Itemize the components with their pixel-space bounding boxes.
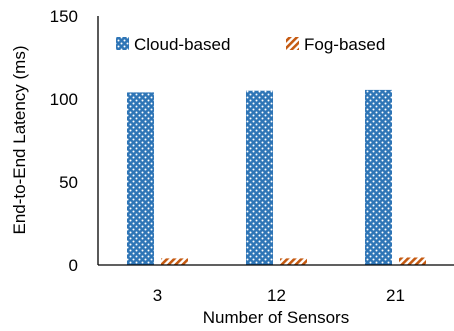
bar-fog-based-21 xyxy=(399,257,426,265)
legend-swatch-fog-based xyxy=(286,37,299,50)
y-tick-label: 0 xyxy=(69,256,78,275)
x-tick-label: 21 xyxy=(386,286,405,305)
legend-label-cloud-based: Cloud-based xyxy=(134,35,230,54)
legend: Cloud-based Fog-based xyxy=(116,35,385,54)
y-tick-label: 150 xyxy=(50,7,78,26)
y-tick-labels: 0 50 100 150 xyxy=(50,7,78,275)
bar-cloud-based-12 xyxy=(246,90,273,265)
bar-fog-based-3 xyxy=(161,258,188,265)
y-tick-label: 50 xyxy=(59,173,78,192)
bar-cloud-based-3 xyxy=(127,92,154,266)
legend-label-fog-based: Fog-based xyxy=(304,35,385,54)
x-tick-label: 12 xyxy=(267,286,286,305)
bars-group xyxy=(127,89,426,266)
x-tick-label: 3 xyxy=(153,286,162,305)
x-tick-labels: 3 12 21 xyxy=(153,286,405,305)
y-tick-label: 100 xyxy=(50,90,78,109)
bar-fog-based-12 xyxy=(280,258,307,265)
legend-swatch-cloud-based xyxy=(116,37,129,50)
x-axis-title: Number of Sensors xyxy=(203,308,349,327)
bar-cloud-based-21 xyxy=(365,89,392,266)
y-axis-title: End-to-End Latency (ms) xyxy=(10,46,29,235)
